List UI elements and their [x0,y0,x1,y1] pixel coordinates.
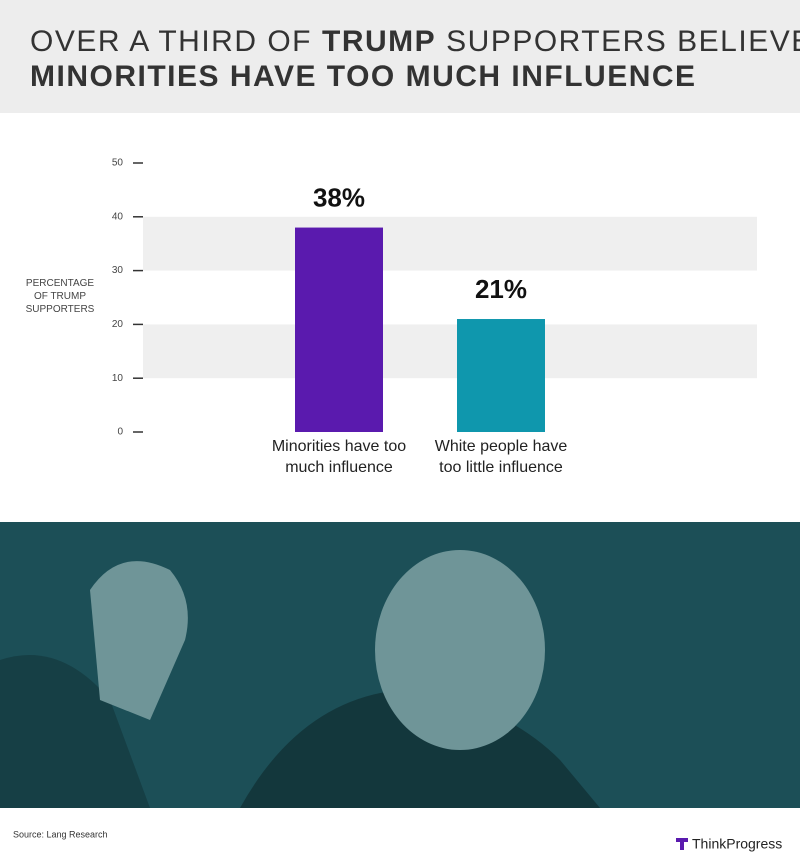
y-tick-label: 20 [112,319,124,330]
title-part: TRUMP [322,25,436,58]
source: Source: Lang Research [13,829,108,839]
brand: ThinkProgress [692,836,782,852]
bar [295,227,383,432]
title-line-2: MINORITIES HAVE TOO MUCH INFLUENCE [30,60,697,93]
header-bg [0,0,800,113]
y-axis-label: PERCENTAGE OF TRUMP SUPPORTERS [26,278,95,315]
y-axis-label-line: SUPPORTERS [26,304,95,315]
y-axis-label-line: PERCENTAGE [26,278,94,289]
y-tick-label: 50 [112,158,124,169]
photo-shape [240,690,600,808]
grid-band [143,216,757,271]
y-tick-label: 30 [112,265,124,276]
value-label: 38% [313,182,365,212]
y-tick-label: 10 [112,373,124,384]
value-label: 21% [475,274,527,304]
photo-shape [375,550,545,750]
title-part: OVER A THIRD OF [30,25,312,58]
title-line-1: OVER A THIRD OF TRUMP SUPPORTERS BELIEVE [30,25,800,58]
title-part: SUPPORTERS BELIEVE [446,25,800,58]
grid-band [143,324,757,379]
bar [457,319,545,432]
y-tick-label: 0 [117,427,123,438]
photo-shape [90,561,188,720]
x-tick-label: Minorities have too much influence [271,438,407,476]
y-axis-label-line: OF TRUMP [34,291,86,302]
photo-shape [0,655,150,808]
x-tick-label: White people have too little influence [434,438,568,476]
logo-mark [680,838,684,850]
photo [0,522,800,808]
y-tick-label: 40 [112,211,124,222]
